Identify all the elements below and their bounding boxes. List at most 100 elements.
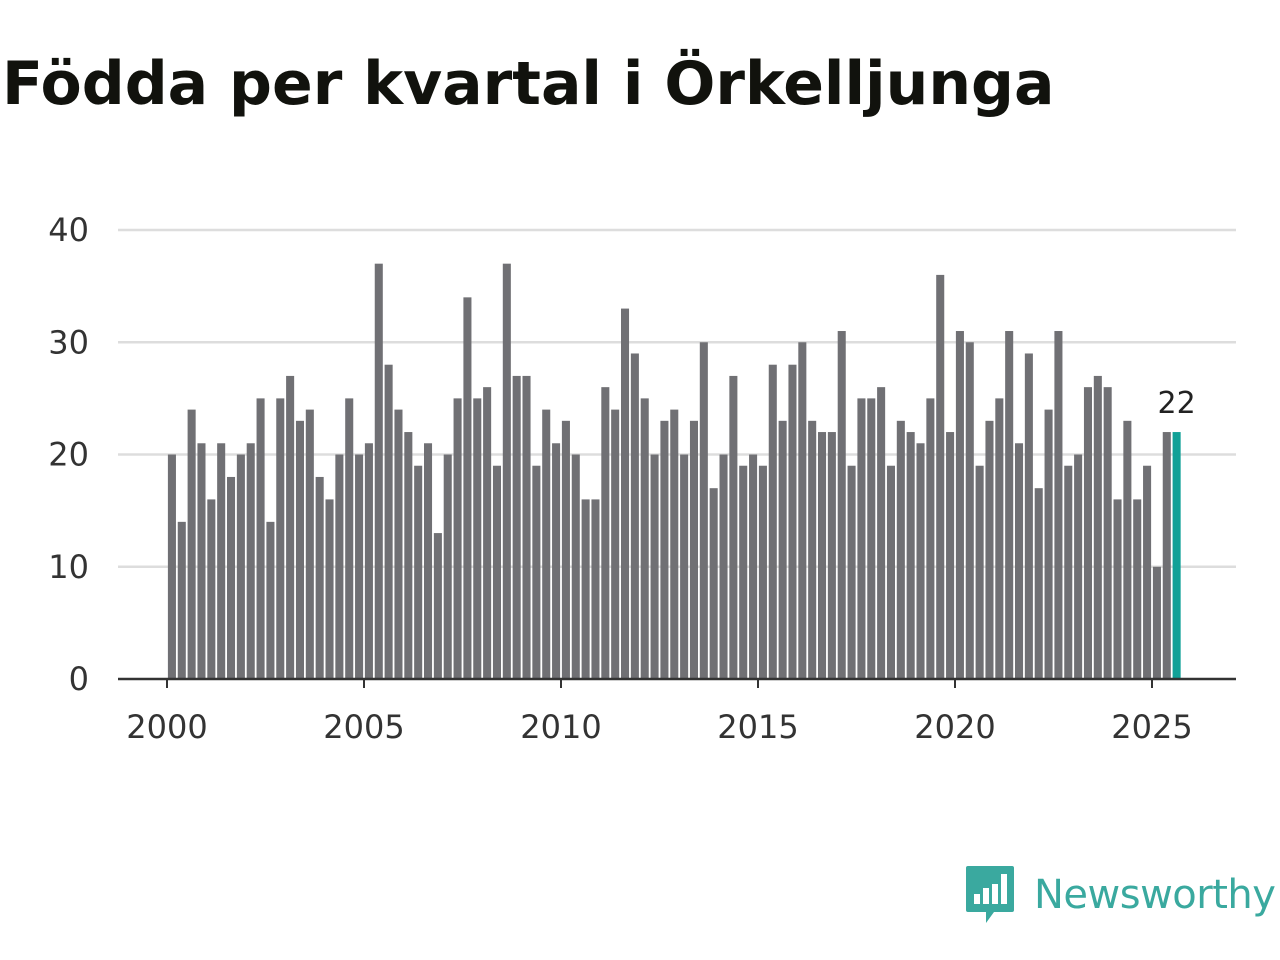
bar [896, 420, 905, 679]
bar [946, 432, 955, 679]
bar [197, 443, 206, 679]
bar [670, 409, 679, 679]
bar [177, 521, 186, 679]
bar [926, 398, 935, 680]
bar [916, 443, 925, 679]
bar [1034, 488, 1043, 679]
newsworthy-logo: Newsworthy [964, 864, 1276, 926]
bar [532, 465, 541, 679]
bar [1113, 499, 1122, 679]
bar [995, 398, 1004, 680]
bar [699, 342, 708, 679]
bar [749, 454, 758, 679]
bar [236, 454, 245, 679]
bar [611, 409, 620, 679]
bar [680, 454, 689, 679]
bar [335, 454, 344, 679]
bars [167, 263, 1181, 680]
bar [886, 465, 895, 679]
annotations: 22 [1158, 386, 1196, 421]
bar [433, 533, 442, 679]
bar [729, 375, 738, 679]
bar [581, 499, 590, 679]
bar [906, 432, 915, 679]
bar [305, 409, 314, 679]
bar [975, 465, 984, 679]
bar [295, 420, 304, 679]
bar [246, 443, 255, 679]
bar [640, 398, 649, 680]
bar [364, 443, 373, 679]
bar [414, 465, 423, 679]
bar [709, 488, 718, 679]
bar [483, 387, 492, 679]
bar [650, 454, 659, 679]
bar [286, 375, 295, 679]
bar [167, 454, 176, 679]
bar [1133, 499, 1142, 679]
bar [768, 364, 777, 679]
bar [798, 342, 807, 679]
y-axis-labels: 0 10 20 30 40 [48, 211, 89, 698]
bar [965, 342, 974, 679]
x-tick-label-2000: 2000 [126, 708, 207, 746]
bar [404, 432, 413, 679]
y-tick-label-0: 0 [69, 660, 89, 698]
bar [739, 465, 748, 679]
x-tick-label-2010: 2010 [520, 708, 601, 746]
bar [758, 465, 767, 679]
bar [877, 387, 886, 679]
bar [1054, 331, 1063, 679]
bar [453, 398, 462, 680]
bar [660, 420, 669, 679]
bar [867, 398, 876, 680]
y-tick-label-30: 30 [48, 323, 89, 361]
bar [276, 398, 285, 680]
bar [837, 331, 846, 679]
bar [207, 499, 216, 679]
bar [345, 398, 354, 680]
bar [443, 454, 452, 679]
x-axis [118, 677, 1236, 688]
bar [955, 331, 964, 679]
bar [492, 465, 501, 679]
bar [1015, 443, 1024, 679]
bar [502, 263, 511, 679]
bar [1093, 375, 1102, 679]
bar [827, 432, 836, 679]
bar [1103, 387, 1112, 679]
bar [256, 398, 265, 680]
bar [1123, 420, 1132, 679]
bar [601, 387, 610, 679]
bar [1074, 454, 1083, 679]
bar [1064, 465, 1073, 679]
x-tick-label-2020: 2020 [914, 708, 995, 746]
bar [630, 353, 639, 679]
bar [1005, 331, 1014, 679]
bar [936, 274, 945, 679]
bar [542, 409, 551, 679]
bar [374, 263, 383, 679]
bar [1044, 409, 1053, 679]
brand-name: Newsworthy [1034, 872, 1276, 918]
newsworthy-icon [966, 866, 1014, 923]
bar [1083, 387, 1092, 679]
bar [522, 375, 531, 679]
bar [689, 420, 698, 679]
x-tick-label-2005: 2005 [323, 708, 404, 746]
bar [325, 499, 334, 679]
bar [1172, 432, 1181, 679]
bar [778, 420, 787, 679]
bar [355, 454, 364, 679]
bar [719, 454, 728, 679]
bar [266, 521, 275, 679]
bar [985, 420, 994, 679]
bar [187, 409, 196, 679]
bar [384, 364, 393, 679]
chart-title: Födda per kvartal i Örkelljunga [2, 49, 1055, 119]
y-tick-label-40: 40 [48, 211, 89, 249]
bar [561, 420, 570, 679]
bar [315, 476, 324, 679]
bar [1024, 353, 1033, 679]
bar [621, 308, 630, 679]
